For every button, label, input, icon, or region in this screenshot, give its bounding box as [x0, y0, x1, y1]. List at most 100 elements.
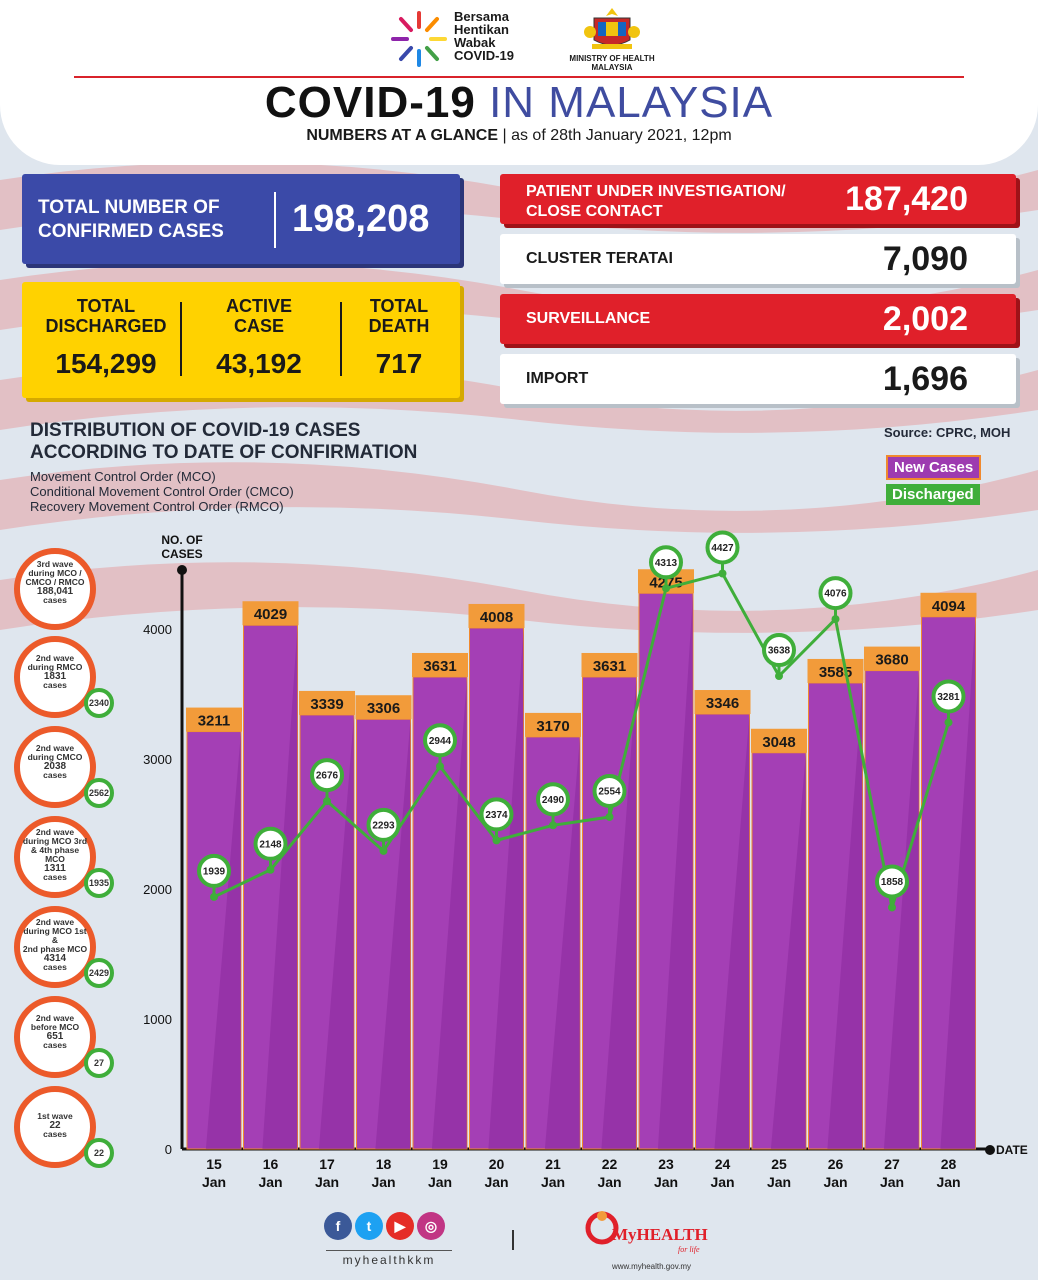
discharged-value-label: 4076	[824, 589, 847, 600]
x-tick-month: Jan	[710, 1174, 734, 1190]
x-tick-day: 28	[941, 1156, 957, 1172]
discharged-line	[213, 571, 950, 908]
facebook-icon[interactable]: f	[324, 1212, 352, 1240]
wave-circle-0: 3rd wave during MCO / CMCO / RMCO 188,041 ca…	[14, 548, 96, 630]
discharged-marker	[366, 807, 401, 842]
myhealth-logo: MyHEALTH for life	[585, 1211, 708, 1254]
chart-title: DISTRIBUTION OF COVID-19 CASES ACCORDING…	[30, 420, 417, 464]
x-tick-month: Jan	[823, 1174, 847, 1190]
x-tick-month: Jan	[880, 1174, 904, 1190]
wave-label-line: before MCO	[30, 1022, 80, 1032]
campaign-line-4: COVID-19	[454, 48, 514, 63]
pui-box: PATIENT UNDER INVESTIGATION/ CLOSE CONTA…	[500, 174, 1016, 224]
bar-shade	[262, 625, 298, 1149]
discharged-marker	[705, 530, 740, 565]
discharged-marker	[818, 576, 853, 611]
wave-label-line: cases	[43, 962, 67, 972]
twitter-icon[interactable]: t	[355, 1212, 383, 1240]
total-confirmed-box: TOTAL NUMBER OF CONFIRMED CASES 198,208	[22, 174, 460, 264]
x-tick-month: Jan	[541, 1174, 565, 1190]
x-tick-day: 21	[545, 1156, 561, 1172]
legend-discharged: Discharged	[886, 484, 980, 505]
pui-label: PATIENT UNDER INVESTIGATION/ CLOSE CONTA…	[526, 182, 786, 222]
discharged-marker	[762, 633, 796, 668]
y-axis-end-dot	[177, 565, 187, 575]
discharged-marker	[197, 853, 231, 888]
bar-shade	[205, 731, 241, 1149]
myhealth-url[interactable]: www.myhealth.gov.my	[612, 1262, 691, 1271]
wave-label-line: during MCO /	[28, 568, 82, 578]
y-axis-title-line1: NO. OF	[161, 533, 202, 547]
bar-value-label: 3346	[706, 695, 739, 712]
bar-value-label: 3306	[367, 700, 400, 717]
ministry-crest-icon	[584, 8, 640, 49]
myhealth-tagline: for life	[678, 1245, 700, 1254]
wave-label-line: cases	[43, 1040, 67, 1050]
instagram-icon[interactable]: ◎	[417, 1212, 445, 1240]
import-value: 1,696	[882, 360, 968, 398]
death-column: TOTAL DEATH 717	[354, 296, 444, 380]
x-tick-day: 27	[884, 1156, 900, 1172]
bar-value-label: 3631	[593, 658, 626, 675]
wave-label-line: cases	[43, 872, 67, 882]
bar-value-box	[864, 646, 920, 671]
page-subtitle: NUMBERS AT A GLANCE | as of 28th January…	[306, 127, 732, 144]
x-tick-month: Jan	[258, 1174, 282, 1190]
wave-text: 2nd wave before MCO 651 cases	[20, 1014, 90, 1050]
wave-label-line: cases	[43, 1129, 67, 1139]
youtube-icon[interactable]: ▶	[386, 1212, 414, 1240]
discharged-value-label: 2676	[316, 771, 339, 782]
wave-discharged-badge: 1935	[84, 868, 114, 898]
bar-shade	[431, 676, 467, 1149]
bar-shade	[488, 627, 524, 1149]
wave-cases-value: 2038	[43, 761, 67, 772]
discharged-value-label: 1858	[881, 877, 904, 888]
legend-new-cases: New Cases	[886, 455, 982, 480]
bar-shade	[883, 670, 919, 1149]
discharged-value-label: 2374	[485, 810, 508, 821]
chart-title-line1: DISTRIBUTION OF COVID-19 CASES	[30, 420, 361, 441]
bar-value-label: 4094	[932, 598, 966, 615]
subtitle-glance: NUMBERS AT A GLANCE	[306, 127, 499, 144]
y-tick-label: 4000	[143, 622, 172, 637]
total-confirmed-separator	[274, 192, 276, 248]
wave-circle-6: 1st wave 22 cases	[14, 1086, 96, 1168]
bar-value-box	[751, 728, 807, 753]
wave-label-line: & 4th phase MCO	[30, 845, 80, 864]
wave-discharged-badge: 27	[84, 1048, 114, 1078]
wave-label-line: during RMCO	[27, 662, 83, 672]
discharged-column: TOTAL DISCHARGED 154,299	[36, 296, 176, 380]
wave-discharged-badge: 2429	[84, 958, 114, 988]
bar-shade	[544, 736, 580, 1149]
import-label: IMPORT	[526, 370, 589, 387]
discharged-label: TOTAL DISCHARGED	[36, 296, 176, 336]
discharged-marker	[875, 864, 909, 899]
campaign-line-1: Bersama	[454, 9, 509, 24]
y-tick-label: 2000	[143, 882, 172, 897]
wave-cases-value: 651	[46, 1031, 64, 1042]
surveillance-box: SURVEILLANCE 2,002	[500, 294, 1016, 344]
order-notes: Movement Control Order (MCO) Conditional…	[30, 469, 294, 514]
wave-label-line: during CMCO	[27, 752, 83, 762]
wave-label-line: 2nd wave	[35, 743, 75, 753]
x-axis-end-dot	[985, 1145, 995, 1155]
wave-text: 2nd wave during MCO 1st & 2nd phase MCO 431…	[20, 918, 90, 972]
discharged-label-line1: TOTAL	[76, 296, 136, 316]
total-confirmed-label: TOTAL NUMBER OF CONFIRMED CASES	[38, 197, 224, 242]
discharged-point	[436, 762, 444, 771]
x-tick-day: 22	[602, 1156, 618, 1172]
title-malaysia: IN MALAYSIA	[489, 78, 774, 127]
ministry-name: MINISTRY OF HEALTH MALAYSIA	[560, 54, 664, 72]
campaign-burst-logo	[391, 11, 447, 67]
x-tick-month: Jan	[315, 1174, 339, 1190]
campaign-line-3: Wabak	[454, 35, 496, 50]
wave-label-line: during MCO 1st &	[23, 926, 87, 945]
x-tick-day: 20	[489, 1156, 505, 1172]
wave-discharged-badge: 2340	[84, 688, 114, 718]
death-value: 717	[375, 348, 423, 379]
x-tick-month: Jan	[936, 1174, 960, 1190]
note-cmco: Conditional Movement Control Order (CMCO…	[30, 484, 294, 499]
active-label-line2: CASE	[233, 316, 284, 336]
wave-cases-value: 22	[49, 1120, 61, 1131]
surveillance-value: 2,002	[882, 300, 968, 338]
